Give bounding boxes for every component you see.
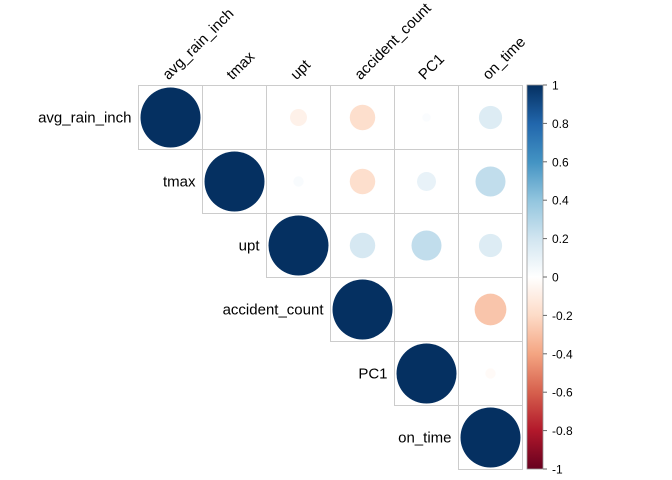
- corr-circle-upt-accident_count: [349, 232, 376, 259]
- cell-upt-on_time: [458, 213, 523, 278]
- row-label-on_time: on_time: [398, 430, 451, 447]
- corr-circle-accident_count-on_time: [474, 293, 507, 326]
- row-label-upt: upt: [239, 238, 261, 255]
- colorbar-tick-label: -0.4: [552, 347, 573, 361]
- row-label-accident_count: accident_count: [223, 302, 325, 319]
- row-label-avg_rain_inch: avg_rain_inch: [38, 110, 131, 127]
- corr-circle-avg_rain_inch-avg_rain_inch: [140, 87, 201, 148]
- corr-circle-avg_rain_inch-on_time: [478, 105, 503, 130]
- cell-accident_count-PC1: [394, 277, 459, 342]
- corr-circle-tmax-on_time: [475, 166, 506, 197]
- col-label-on_time: on_time: [479, 34, 529, 84]
- colorbar-tick-label: -0.8: [552, 424, 573, 438]
- corr-circle-tmax-accident_count: [349, 168, 376, 195]
- corr-circle-accident_count-accident_count: [332, 279, 393, 340]
- corr-circle-on_time-on_time: [460, 407, 521, 468]
- corr-circle-PC1-on_time: [485, 368, 496, 379]
- corr-circle-tmax-tmax: [204, 151, 265, 212]
- colorbar: [526, 84, 544, 470]
- colorbar-tick-label: 0.6: [552, 155, 569, 169]
- colorbar-tick-label: -0.2: [552, 309, 573, 323]
- corr-circle-avg_rain_inch-PC1: [422, 113, 431, 122]
- corr-circle-tmax-upt: [293, 176, 304, 187]
- corr-circle-upt-PC1: [411, 230, 442, 261]
- colorbar-tick-label: 0.2: [552, 232, 569, 246]
- cell-tmax-accident_count: [330, 149, 395, 214]
- row-label-PC1: PC1: [358, 366, 387, 383]
- corr-circle-avg_rain_inch-upt: [290, 109, 307, 126]
- col-label-tmax: tmax: [223, 48, 258, 83]
- row-label-tmax: tmax: [163, 174, 196, 191]
- colorbar-tick-label: 1: [552, 79, 559, 93]
- corr-circle-PC1-PC1: [396, 343, 457, 404]
- corr-circle-tmax-PC1: [417, 172, 436, 191]
- col-label-upt: upt: [287, 56, 314, 83]
- corr-circle-upt-on_time: [478, 233, 503, 258]
- colorbar-tick-label: 0: [552, 271, 559, 285]
- colorbar-tick-label: 0.8: [552, 117, 569, 131]
- colorbar-tick-label: -1: [552, 463, 563, 477]
- cell-avg_rain_inch-tmax: [202, 85, 267, 150]
- corr-circle-avg_rain_inch-accident_count: [349, 104, 376, 131]
- col-label-PC1: PC1: [415, 51, 448, 84]
- corr-circle-upt-upt: [268, 215, 329, 276]
- colorbar-tick-label: -0.6: [552, 386, 573, 400]
- colorbar-tick-label: 0.4: [552, 194, 569, 208]
